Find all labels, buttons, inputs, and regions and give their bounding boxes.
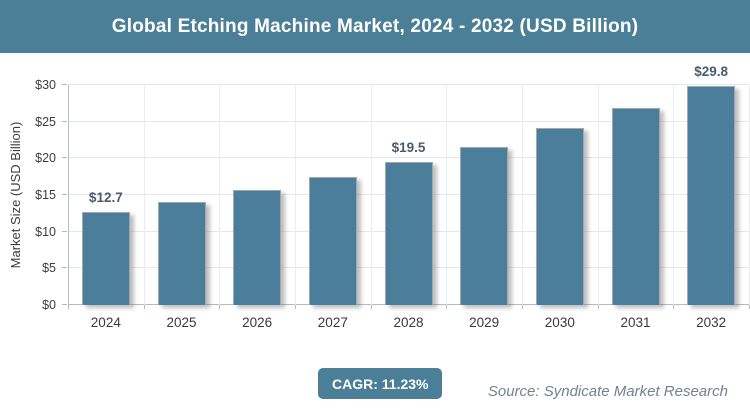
v-gridline bbox=[143, 85, 145, 305]
y-tick-mark bbox=[62, 230, 67, 232]
y-tick-mark bbox=[62, 84, 67, 85]
bar-2025 bbox=[157, 201, 206, 305]
plot-area: $0 $5 $10 $15 $20 $25 $30 $12.7 2024 2025 2026 2027… bbox=[35, 64, 750, 330]
h-gridline bbox=[68, 84, 749, 85]
x-tick-mark bbox=[219, 305, 221, 309]
bar-2032 bbox=[687, 86, 736, 305]
h-gridline bbox=[68, 120, 749, 122]
y-tick-mark bbox=[62, 304, 67, 305]
y-tick-mark bbox=[62, 267, 67, 269]
v-gridline bbox=[219, 85, 221, 305]
x-axis-label: 2028 bbox=[393, 315, 424, 330]
v-gridline bbox=[295, 85, 296, 305]
h-gridline bbox=[68, 157, 749, 159]
y-tick-label: $0 bbox=[42, 298, 56, 312]
x-tick-mark bbox=[68, 305, 69, 309]
v-gridline bbox=[597, 85, 599, 305]
bar-value-label: $29.8 bbox=[694, 64, 729, 80]
v-gridline bbox=[673, 85, 675, 305]
y-tick-label: $20 bbox=[35, 151, 56, 166]
header: Global Etching Machine Market, 2024 - 20… bbox=[0, 0, 750, 53]
x-axis-label: 2025 bbox=[166, 315, 197, 330]
x-tick-mark bbox=[673, 305, 675, 309]
x-tick-mark bbox=[446, 305, 448, 309]
y-tick-mark bbox=[62, 194, 67, 195]
y-tick-mark bbox=[62, 120, 67, 122]
x-axis-label: 2026 bbox=[242, 315, 273, 330]
v-gridline bbox=[68, 85, 69, 305]
y-tick-label: $15 bbox=[35, 188, 56, 202]
y-tick-label: $30 bbox=[35, 78, 56, 92]
bar-2030 bbox=[535, 128, 584, 305]
bar-2031 bbox=[611, 108, 660, 305]
x-tick-mark bbox=[143, 305, 145, 309]
bar-2026 bbox=[233, 189, 282, 305]
x-tick-mark bbox=[597, 305, 599, 309]
x-axis-label: 2029 bbox=[469, 315, 500, 330]
bar-value-label: $12.7 bbox=[88, 189, 123, 205]
x-axis-label: 2027 bbox=[317, 315, 348, 330]
chart-title: Global Etching Machine Market, 2024 - 20… bbox=[111, 15, 639, 37]
y-tick-label: $5 bbox=[42, 261, 56, 276]
v-gridline bbox=[446, 85, 448, 305]
x-axis-label: 2030 bbox=[544, 315, 575, 330]
v-gridline bbox=[522, 85, 523, 305]
y-tick-label: $10 bbox=[35, 224, 56, 239]
source-note: Source: Syndicate Market Research bbox=[487, 383, 728, 400]
bar-2027 bbox=[308, 176, 357, 305]
x-axis-label: 2024 bbox=[90, 315, 121, 330]
bar-value-label: $19.5 bbox=[391, 140, 426, 155]
x-axis-label: 2032 bbox=[696, 315, 727, 330]
y-tick-label: $25 bbox=[35, 114, 56, 129]
x-tick-mark bbox=[522, 305, 523, 309]
x-axis-label: 2031 bbox=[620, 315, 651, 330]
x-tick-mark bbox=[295, 305, 296, 309]
y-tick-mark bbox=[62, 157, 67, 159]
x-tick-mark bbox=[370, 305, 372, 309]
bar-2029 bbox=[460, 146, 509, 305]
cagr-badge: CAGR: 11.23% bbox=[318, 368, 443, 399]
bar-2028 bbox=[384, 162, 433, 305]
v-gridline bbox=[370, 85, 372, 305]
bar-2024 bbox=[81, 211, 130, 305]
